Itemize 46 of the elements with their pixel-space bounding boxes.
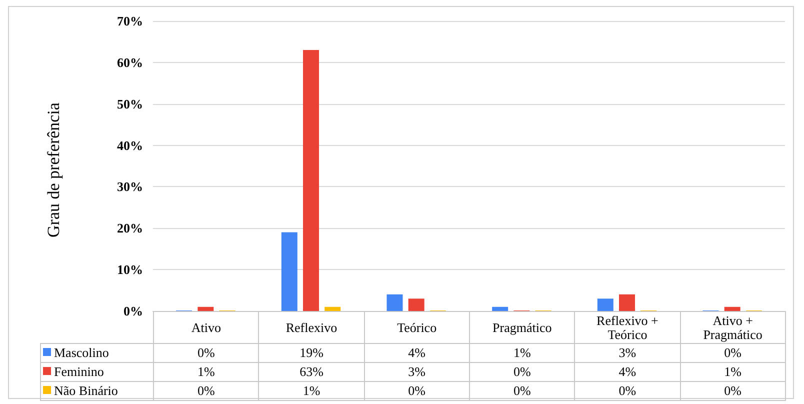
data-label: 4% <box>574 362 680 382</box>
y-tick-label: 50% <box>117 96 143 112</box>
data-label: 0% <box>469 362 575 382</box>
bar <box>408 298 424 311</box>
data-label: 19% <box>258 344 364 362</box>
legend-label: Não Binário <box>40 382 154 400</box>
data-label: 3% <box>364 362 470 382</box>
y-tick-label: 70% <box>117 14 143 28</box>
bar <box>597 298 614 311</box>
data-label: 1% <box>258 382 364 400</box>
bar <box>281 232 298 311</box>
x-tick-label: Reflexivo <box>258 312 364 344</box>
y-tick-label: 40% <box>117 138 143 153</box>
bar <box>724 306 740 311</box>
data-label: 1% <box>469 344 575 362</box>
x-tick-label: Reflexivo + Teórico <box>574 312 680 344</box>
y-tick-label: 20% <box>117 220 143 236</box>
data-label: 0% <box>680 344 786 362</box>
y-tick-label: 60% <box>117 54 143 70</box>
x-tick-label: Ativo + Pragmático <box>680 312 786 344</box>
data-label: 0% <box>154 344 259 362</box>
data-label: 0% <box>574 382 680 400</box>
y-tick-label: 0% <box>124 304 143 318</box>
bar <box>492 306 508 311</box>
data-label: 3% <box>574 344 680 362</box>
data-label: 0% <box>469 382 575 400</box>
bar <box>324 306 341 311</box>
legend-label: Mascolino <box>40 344 154 362</box>
data-label: 63% <box>258 362 364 382</box>
legend-label: Feminino <box>40 362 154 382</box>
bar <box>619 294 635 311</box>
bar <box>198 306 214 311</box>
data-label: 1% <box>154 362 259 382</box>
x-tick-label: Pragmático <box>469 312 575 344</box>
data-label: 0% <box>364 382 470 400</box>
data-label: 0% <box>680 382 786 400</box>
y-tick-label: 10% <box>117 262 143 278</box>
data-label: 4% <box>364 344 470 362</box>
y-tick-label: 30% <box>117 179 143 194</box>
x-tick-label: Teórico <box>364 312 470 344</box>
bar <box>386 294 403 311</box>
data-label: 0% <box>154 382 259 400</box>
x-tick-label: Ativo <box>154 312 259 344</box>
y-axis-title: Grau de preferência <box>44 102 64 238</box>
data-label: 1% <box>680 362 786 382</box>
bar <box>303 50 319 311</box>
